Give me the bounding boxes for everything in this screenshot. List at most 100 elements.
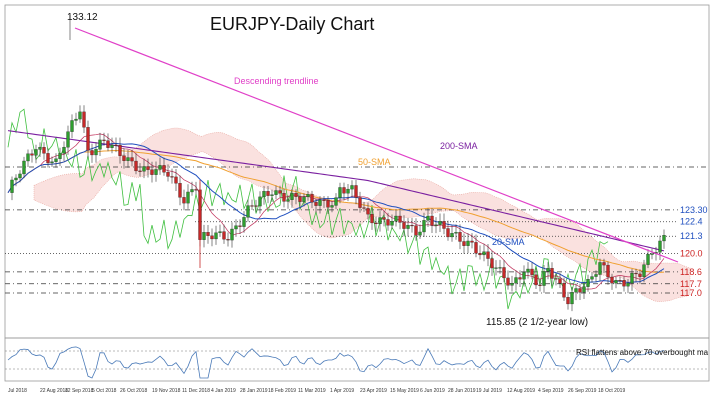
candle-body: [54, 158, 58, 162]
candle-body: [570, 292, 574, 305]
candle-body: [462, 241, 466, 246]
candle-body: [154, 169, 158, 175]
candle-body: [510, 283, 514, 286]
rsi-label: RSI flattens above 70 overbought ma: [576, 348, 709, 357]
candle-body: [438, 221, 442, 225]
sma20-label: 20-SMA: [492, 237, 525, 247]
lagging-line: [7, 108, 609, 310]
x-tick-label: 26 Oct 2018: [120, 388, 147, 394]
candle-body: [354, 185, 358, 198]
x-tick-label: 4 Jan 2019: [211, 388, 236, 394]
x-tick-label: 28 Jan 2019: [240, 388, 268, 394]
candle-body: [414, 225, 418, 236]
candle-body: [258, 196, 262, 207]
candle-body: [426, 215, 430, 221]
x-tick-label: 18 Feb 2019: [268, 388, 296, 394]
candle-body: [374, 222, 378, 225]
candle-body: [126, 157, 130, 161]
candle-body: [610, 276, 614, 284]
candle-body: [602, 262, 606, 266]
candle-body: [630, 272, 634, 284]
candle-body: [22, 160, 26, 175]
candle-body: [454, 232, 458, 234]
candle-body: [38, 147, 42, 150]
candle-body: [490, 258, 494, 269]
candle-body: [118, 144, 122, 156]
candle-body: [278, 190, 282, 194]
candle-body: [214, 232, 218, 240]
candle-body: [382, 217, 386, 220]
candle-body: [298, 196, 302, 202]
candle-body: [622, 280, 626, 287]
x-tick-label: 19 Jul 2019: [476, 388, 502, 394]
candle-body: [450, 233, 454, 238]
candle-body: [58, 153, 62, 159]
x-tick-label: 26 Sep 2019: [568, 388, 597, 394]
level-label: 117.7: [680, 279, 702, 289]
candle-body: [542, 271, 546, 286]
candle-body: [398, 215, 402, 223]
x-tick-label: 23 Apr 2019: [360, 388, 387, 394]
candle-body: [286, 199, 290, 202]
chart-title: EURJPY-Daily Chart: [210, 14, 374, 34]
candle-body: [598, 262, 602, 275]
candle-body: [122, 155, 126, 161]
candle-body: [242, 217, 246, 227]
candle-body: [318, 199, 322, 206]
x-tick-label: 12 Aug 2019: [507, 388, 535, 394]
level-label: 117.0: [680, 288, 702, 298]
candle-body: [338, 187, 342, 198]
candle-body: [578, 288, 582, 293]
candle-body: [106, 140, 110, 148]
candle-body: [94, 149, 98, 156]
candle-body: [158, 165, 162, 170]
x-tick-label: 18 Oct 2019: [598, 388, 625, 394]
candle-body: [530, 268, 534, 275]
candle-body: [326, 200, 330, 208]
candle-body: [662, 235, 666, 242]
candle-body: [250, 205, 254, 207]
trendline-group: [74, 27, 679, 263]
candle-body: [274, 190, 278, 195]
level-label: 121.3: [680, 231, 703, 241]
candle-body: [658, 240, 662, 253]
trendline: [74, 27, 679, 263]
x-tick-label: 22 Aug 2018: [40, 388, 68, 394]
candle-body: [310, 194, 314, 203]
x-tick-label: 11 Mar 2019: [298, 388, 326, 394]
candle-body: [606, 264, 610, 278]
candle-body: [66, 131, 70, 148]
sma200-label: 200-SMA: [440, 141, 478, 151]
candle-body: [218, 231, 222, 233]
candle-body: [114, 144, 118, 146]
candle-body: [322, 199, 326, 201]
candle-body: [522, 272, 526, 280]
candle-body: [434, 224, 438, 226]
low-label: 115.85 (2 1/2-year low): [486, 317, 588, 328]
trendline-label: Descending trendline: [234, 76, 319, 86]
candle-body: [626, 282, 630, 287]
rsi-panel-frame: [4, 337, 710, 382]
level-label: 123.30: [680, 205, 708, 215]
candle-body: [586, 279, 590, 287]
candle-body: [222, 231, 226, 240]
candle-body: [174, 176, 178, 184]
candle-body: [254, 205, 258, 207]
candle-body: [466, 240, 470, 246]
candle-body: [226, 239, 230, 241]
candle-body: [206, 232, 210, 236]
x-tick-label: 5 Oct 2018: [92, 388, 117, 394]
candle-body: [486, 251, 490, 259]
x-tick-label: 11 Dec 2018: [182, 388, 210, 394]
candle-body: [62, 147, 66, 154]
candle-body: [634, 272, 638, 275]
candle-body: [42, 147, 46, 154]
x-tick-label: Jul 2018: [8, 388, 27, 394]
candle-body: [362, 207, 366, 209]
candle-body: [370, 214, 374, 224]
candle-body: [514, 277, 518, 284]
candle-body: [134, 160, 138, 172]
